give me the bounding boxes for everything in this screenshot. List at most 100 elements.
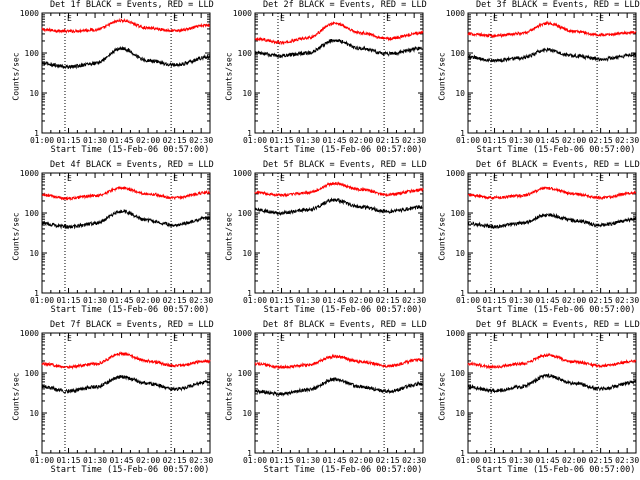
chart-plot: 1 10 100 1000 01:00 01:15 01:30 01:45 02:00 02:15… [446, 169, 640, 305]
y-tick-label: 100 [451, 369, 466, 378]
detector-panel: Det 2f BLACK = Events, RED = LLD Start Ti… [213, 0, 427, 160]
event-marker-label: E [386, 174, 391, 183]
y-tick-label: 1000 [446, 329, 465, 338]
x-tick-label: 01:15 [482, 296, 506, 305]
x-tick-label: 02:15 [376, 296, 400, 305]
lld-series-line [467, 352, 637, 370]
y-tick-label: 1 [34, 449, 39, 458]
x-tick-label: 01:30 [509, 136, 533, 145]
y-tick-label: 100 [25, 49, 40, 58]
x-tick-label: 01:15 [482, 136, 506, 145]
x-tick-label: 02:15 [163, 296, 187, 305]
x-tick-label: 02:15 [163, 136, 187, 145]
plot-frame [467, 172, 637, 294]
x-axis-label: Start Time (15-Feb-06 00:57:00) [50, 465, 210, 475]
x-tick-label: 02:15 [376, 456, 400, 465]
x-tick-label: 01:15 [269, 296, 293, 305]
x-tick-label: 01:45 [536, 136, 560, 145]
y-tick-label: 1 [34, 129, 39, 138]
y-tick-label: 1000 [20, 169, 39, 178]
x-tick-label: 02:30 [615, 296, 639, 305]
y-tick-label: 1000 [233, 9, 252, 18]
x-tick-label: 01:45 [323, 136, 347, 145]
x-tick-label: 02:00 [349, 136, 373, 145]
event-marker-label: E [599, 334, 604, 343]
x-tick-label: 01:00 [243, 456, 267, 465]
y-tick-label: 10 [29, 89, 39, 98]
x-tick-label: 01:30 [83, 456, 107, 465]
y-tick-label: 1 [34, 289, 39, 298]
detector-panel: Det 9f BLACK = Events, RED = LLD Start Ti… [426, 320, 640, 480]
plot-frame [41, 172, 211, 294]
events-series-line [41, 209, 211, 230]
y-tick-label: 1000 [233, 169, 252, 178]
x-axis-label: Start Time (15-Feb-06 00:57:00) [50, 145, 210, 155]
x-tick-label: 01:15 [269, 136, 293, 145]
detector-panel: Det 8f BLACK = Events, RED = LLD Start Ti… [213, 320, 427, 480]
x-tick-label: 01:15 [482, 456, 506, 465]
lld-series-line [41, 351, 211, 370]
y-tick-label: 10 [29, 409, 39, 418]
x-tick-label: 02:30 [189, 456, 213, 465]
lld-series-line [41, 185, 211, 201]
detector-panel: Det 7f BLACK = Events, RED = LLD Start Ti… [0, 320, 214, 480]
y-tick-label: 100 [238, 209, 253, 218]
y-tick-label: 1000 [446, 169, 465, 178]
event-marker-label: E [280, 14, 285, 23]
x-tick-label: 02:15 [376, 136, 400, 145]
chart-plot: 1 10 100 1000 01:00 01:15 01:30 01:45 02:00 02:15… [446, 9, 640, 145]
x-tick-label: 01:45 [536, 296, 560, 305]
event-marker-label: E [493, 334, 498, 343]
x-tick-label: 02:30 [402, 456, 426, 465]
plot-frame [254, 332, 424, 454]
x-tick-label: 02:00 [349, 296, 373, 305]
y-tick-label: 10 [455, 249, 465, 258]
event-marker-label: E [67, 334, 72, 343]
y-tick-label: 10 [455, 409, 465, 418]
x-axis-label: Start Time (15-Feb-06 00:57:00) [476, 305, 636, 315]
y-tick-label: 1 [247, 129, 252, 138]
y-tick-label: 10 [242, 89, 252, 98]
chart-plot: 1 10 100 1000 01:00 01:15 01:30 01:45 02:00 02:15… [233, 169, 427, 305]
y-tick-label: 10 [242, 409, 252, 418]
x-tick-label: 01:00 [456, 296, 480, 305]
chart-plot: 1 10 100 1000 01:00 01:15 01:30 01:45 02:00 02:15… [20, 329, 214, 465]
events-series-line [41, 45, 211, 70]
lld-series-line [254, 353, 424, 370]
y-tick-label: 1000 [20, 329, 39, 338]
y-tick-label: 100 [451, 49, 466, 58]
event-marker-label: E [280, 334, 285, 343]
y-tick-label: 100 [451, 209, 466, 218]
y-tick-label: 1 [460, 129, 465, 138]
lld-series-line [41, 17, 211, 34]
lld-series-line [467, 20, 637, 39]
event-marker-label: E [599, 174, 604, 183]
events-series-line [41, 374, 211, 394]
events-series-line [467, 47, 637, 64]
x-axis-label: Start Time (15-Feb-06 00:57:00) [50, 305, 210, 315]
x-tick-label: 01:45 [323, 296, 347, 305]
panel-title: Det 1f BLACK = Events, RED = LLD [50, 0, 214, 10]
x-tick-label: 01:30 [509, 456, 533, 465]
event-marker-label: E [67, 174, 72, 183]
x-tick-label: 02:00 [136, 456, 160, 465]
panel-title: Det 6f BLACK = Events, RED = LLD [476, 160, 640, 170]
x-tick-label: 02:30 [189, 296, 213, 305]
x-tick-label: 01:30 [296, 456, 320, 465]
panel-title: Det 5f BLACK = Events, RED = LLD [263, 160, 427, 170]
events-series-line [467, 372, 637, 394]
x-tick-label: 01:15 [56, 456, 80, 465]
y-tick-label: 1000 [446, 9, 465, 18]
detector-panel: Det 5f BLACK = Events, RED = LLD Start Ti… [213, 160, 427, 320]
x-tick-label: 01:45 [110, 456, 134, 465]
x-tick-label: 01:00 [30, 456, 54, 465]
chart-plot: 1 10 100 1000 01:00 01:15 01:30 01:45 02:00 02:15… [20, 169, 214, 305]
x-tick-label: 01:00 [456, 456, 480, 465]
x-tick-label: 01:30 [509, 296, 533, 305]
event-marker-label: E [493, 14, 498, 23]
x-tick-label: 01:45 [536, 456, 560, 465]
event-marker-label: E [599, 14, 604, 23]
panel-title: Det 3f BLACK = Events, RED = LLD [476, 0, 640, 10]
y-tick-label: 100 [238, 369, 253, 378]
x-tick-label: 01:00 [30, 136, 54, 145]
